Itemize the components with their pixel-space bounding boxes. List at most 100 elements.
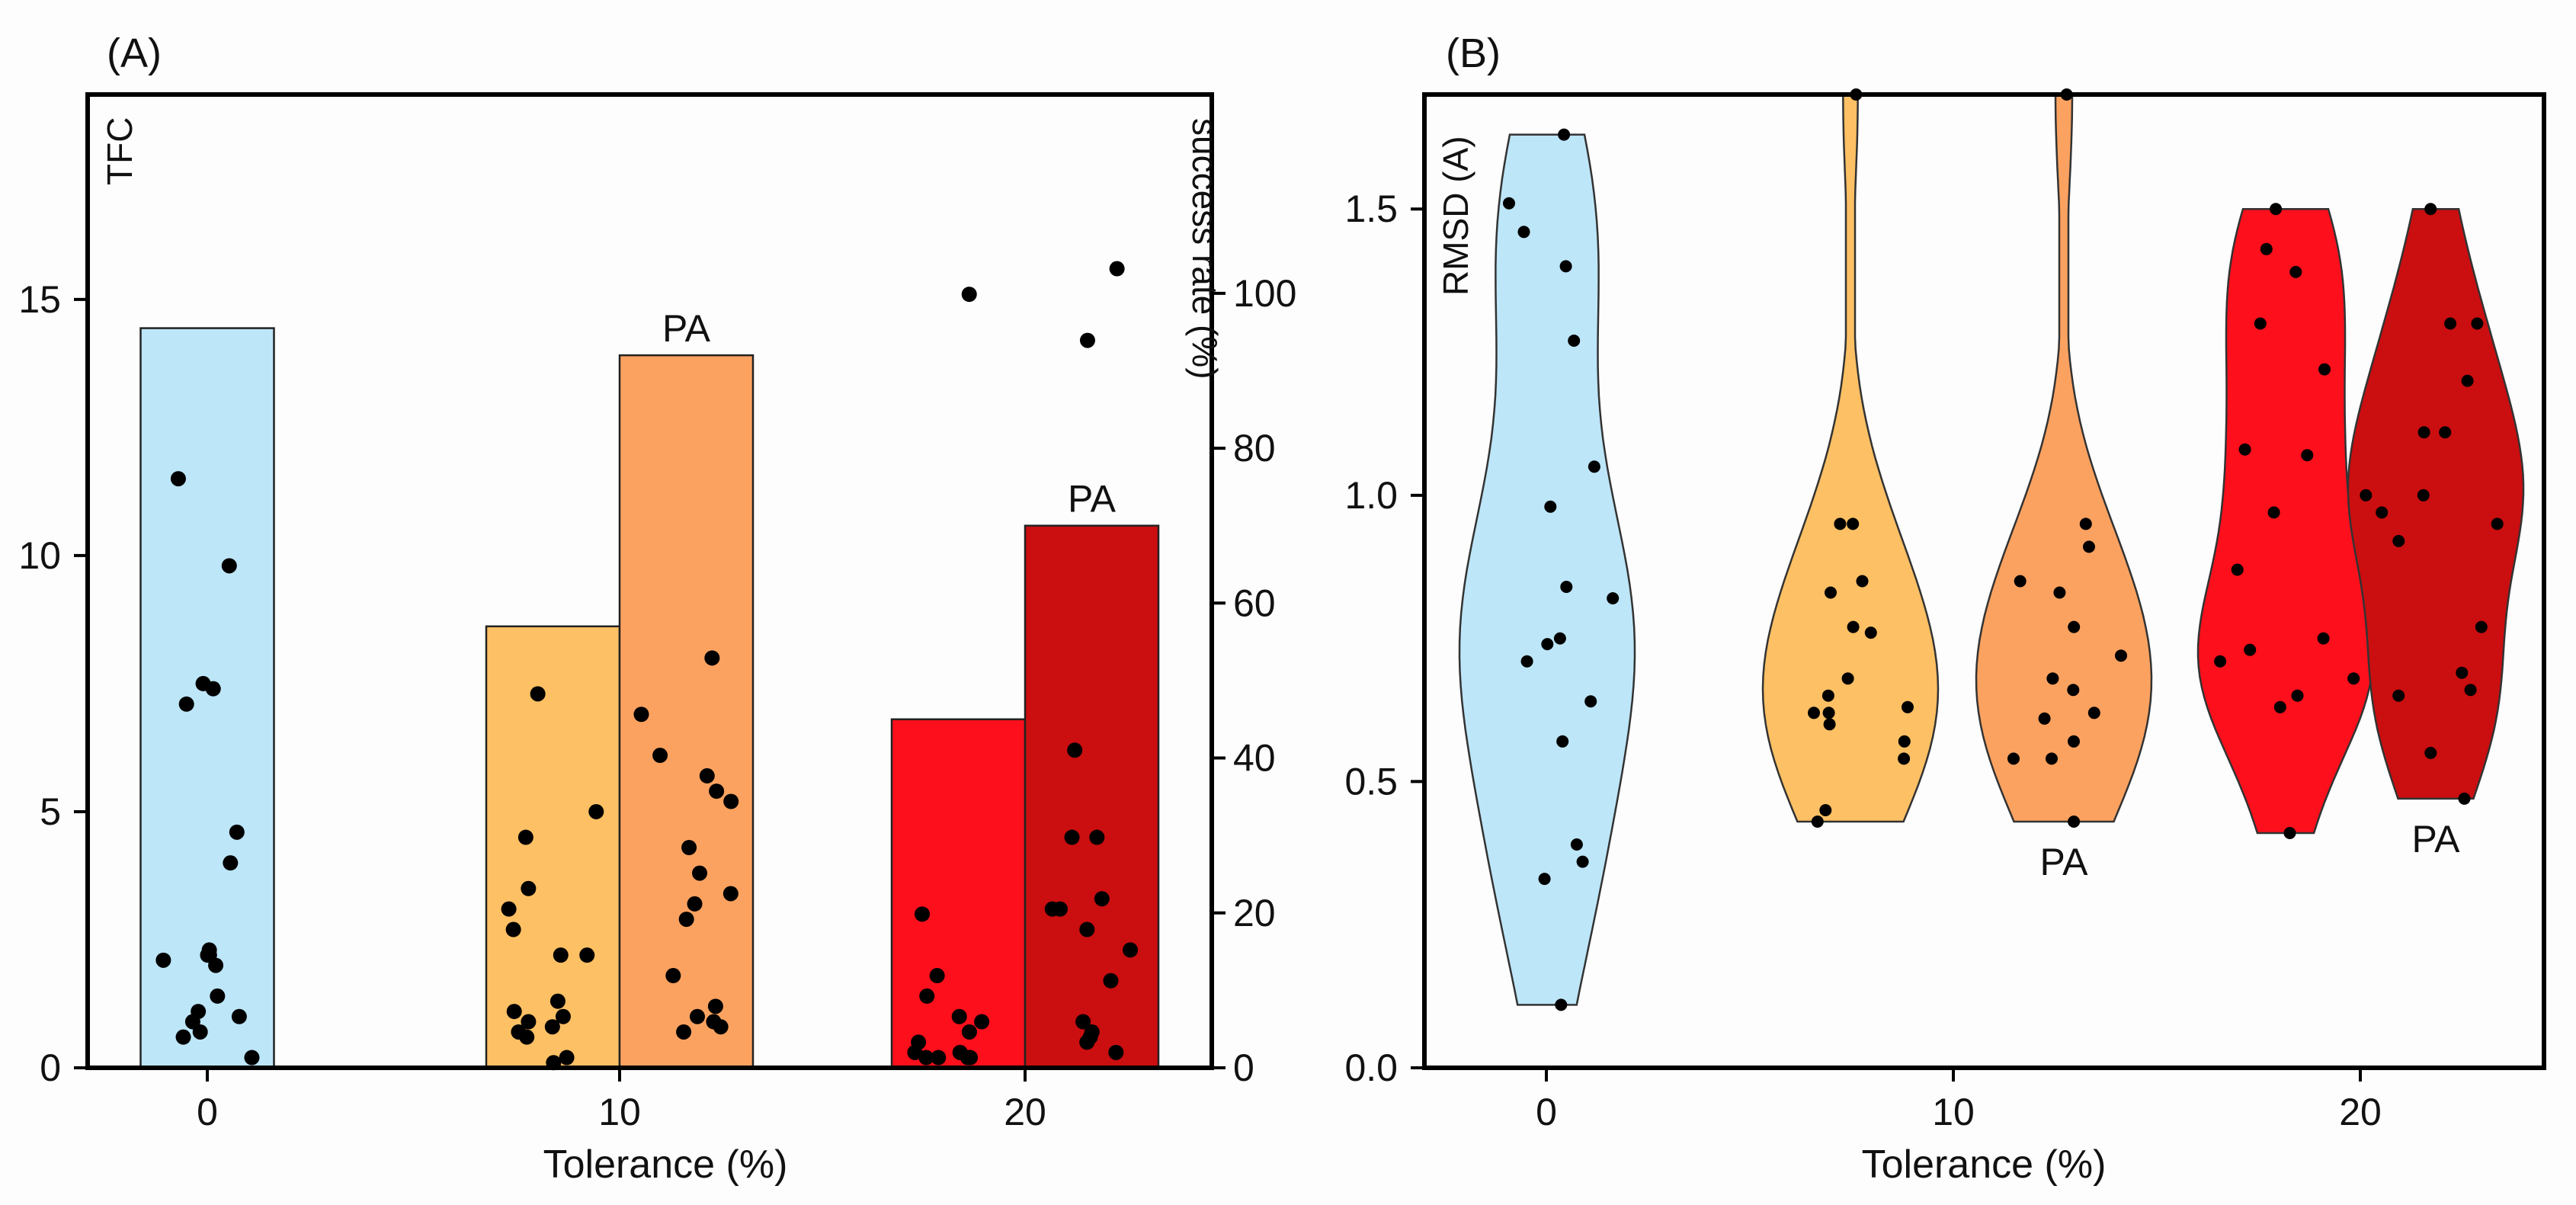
tfc-point-20-PA	[1109, 261, 1125, 277]
x-tick-label: 0	[197, 1091, 218, 1133]
rmsd-point-10-default	[1819, 804, 1832, 816]
rmsd-point-0-default	[1584, 695, 1597, 708]
rmsd-point-20-default	[2260, 242, 2273, 255]
panel-a-xlabel: Tolerance (%)	[543, 1143, 788, 1187]
tfc-point-10-PA	[678, 912, 694, 928]
rmsd-point-0-default	[1570, 838, 1583, 851]
panel-a-points	[155, 261, 1139, 1071]
rmsd-point-20-PA	[2417, 426, 2430, 439]
rmsd-point-20-default	[2254, 317, 2267, 330]
rmsd-point-0-default	[1588, 460, 1600, 473]
tfc-point-0-default	[210, 988, 226, 1004]
tfc-point-20-default	[963, 1050, 979, 1066]
rmsd-point-10-default	[1823, 718, 1836, 731]
rmsd-point-0-default	[1558, 128, 1571, 141]
rmsd-point-10-default	[1856, 575, 1869, 588]
rmsd-point-20-PA	[2439, 426, 2452, 439]
violin-label-10-PA: PA	[2040, 841, 2089, 883]
tfc-point-10-default	[530, 686, 546, 702]
tfc-point-0-default	[178, 696, 194, 712]
tfc-point-20-PA	[1089, 829, 1105, 845]
y-right-tick-label: 40	[1233, 737, 1276, 780]
rmsd-point-10-default	[1808, 707, 1820, 719]
tfc-point-10-default	[505, 921, 521, 937]
rmsd-point-20-default	[2291, 689, 2304, 702]
panel-a-frame	[85, 92, 1214, 1070]
tfc-point-10-default	[521, 880, 537, 896]
rmsd-point-10-default	[1811, 816, 1824, 828]
tfc-point-20-default	[915, 906, 931, 922]
rmsd-point-0-default	[1517, 226, 1530, 239]
rmsd-point-20-PA	[2444, 317, 2457, 330]
y-left-tick-label: 5	[40, 790, 61, 833]
tfc-point-10-PA	[704, 650, 720, 666]
rmsd-point-0-default	[1576, 855, 1589, 868]
rmsd-point-10-default	[1822, 707, 1835, 719]
panel-a-label: (A)	[107, 30, 162, 76]
tfc-point-10-default	[555, 1008, 571, 1024]
tfc-point-10-PA	[690, 1008, 706, 1024]
bar-label-20-PA: PA	[1068, 478, 1117, 521]
tfc-point-0-default	[155, 952, 171, 968]
panel-a-ylabel-tfc: TFC	[100, 117, 139, 185]
tfc-point-0-default	[229, 824, 245, 840]
rmsd-point-20-PA	[2464, 684, 2477, 697]
tfc-point-10-PA	[692, 865, 708, 881]
rmsd-point-20-default	[2270, 203, 2283, 216]
y-right-tick-label: 60	[1233, 582, 1276, 624]
tfc-point-20-PA	[1123, 942, 1139, 958]
rmsd-point-20-PA	[2392, 534, 2405, 547]
rmsd-point-10-default	[1834, 518, 1847, 530]
tfc-point-20-default	[929, 968, 945, 984]
rmsd-point-10-default	[1864, 627, 1877, 639]
rmsd-point-10-PA	[2087, 707, 2100, 719]
panel-a-bars: PA PA	[139, 307, 1160, 1069]
rmsd-point-10-PA	[2053, 586, 2066, 599]
tfc-point-20-PA	[1079, 1034, 1095, 1050]
y-left-tick-label: 15	[18, 278, 61, 321]
tfc-point-10-PA	[709, 784, 725, 800]
rmsd-point-10-PA	[2038, 712, 2051, 725]
tfc-point-20-PA	[1079, 921, 1095, 937]
rmsd-point-10-PA	[2068, 620, 2081, 633]
tfc-point-0-default	[192, 1024, 208, 1040]
x-tick-label: 20	[1004, 1091, 1046, 1133]
tfc-point-20-default	[961, 287, 977, 303]
tfc-point-10-PA	[665, 968, 681, 984]
panel-a-ticks: 0 10 20 0 5 10 15 0 20 40 60 80 100	[18, 272, 1296, 1133]
rmsd-point-20-default	[2244, 643, 2257, 656]
tfc-point-10-PA	[723, 793, 739, 809]
y-tick-label: 0.0	[1344, 1046, 1398, 1089]
rmsd-point-20-PA	[2461, 374, 2474, 387]
tfc-point-0-default	[244, 1050, 260, 1066]
panel-b-ticks: 0 10 20 0.0 0.5 1.0 1.5	[1344, 187, 2381, 1133]
tfc-point-10-default	[501, 901, 517, 917]
panel-b-violins: PA PA	[1458, 93, 2525, 1006]
tfc-point-20-PA	[1075, 1014, 1091, 1030]
x-tick-label: 20	[2339, 1091, 2382, 1133]
rmsd-point-20-default	[2347, 672, 2360, 685]
rmsd-point-0-default	[1541, 638, 1554, 651]
rmsd-point-10-default	[1898, 735, 1911, 748]
rmsd-point-10-PA	[2007, 752, 2020, 765]
panel-b-frame	[1422, 92, 2546, 1070]
y-right-tick-label: 0	[1233, 1046, 1254, 1089]
tfc-point-10-PA	[652, 748, 668, 764]
rmsd-point-20-default	[2301, 449, 2314, 462]
rmsd-point-20-default	[2273, 700, 2286, 713]
rmsd-point-20-PA	[2424, 203, 2437, 216]
violin-label-20-PA: PA	[2412, 818, 2461, 860]
rmsd-point-10-PA	[2079, 518, 2092, 530]
rmsd-point-10-default	[1902, 700, 1914, 713]
rmsd-point-0-default	[1559, 260, 1572, 273]
rmsd-point-10-default	[1847, 518, 1860, 530]
rmsd-point-0-default	[1555, 998, 1568, 1011]
panel-b-violin-chart: (B) PA PA 0 10 20 0.0 0.5 1.0 1.5 RMSD (A) Tole…	[1344, 30, 2546, 1187]
rmsd-point-0-default	[1503, 197, 1515, 210]
rmsd-point-20-PA	[2417, 489, 2430, 502]
rmsd-point-0-default	[1568, 335, 1581, 347]
violin-20-PA	[2347, 207, 2525, 800]
tfc-point-0-default	[170, 471, 186, 487]
rmsd-point-10-PA	[2068, 816, 2081, 828]
